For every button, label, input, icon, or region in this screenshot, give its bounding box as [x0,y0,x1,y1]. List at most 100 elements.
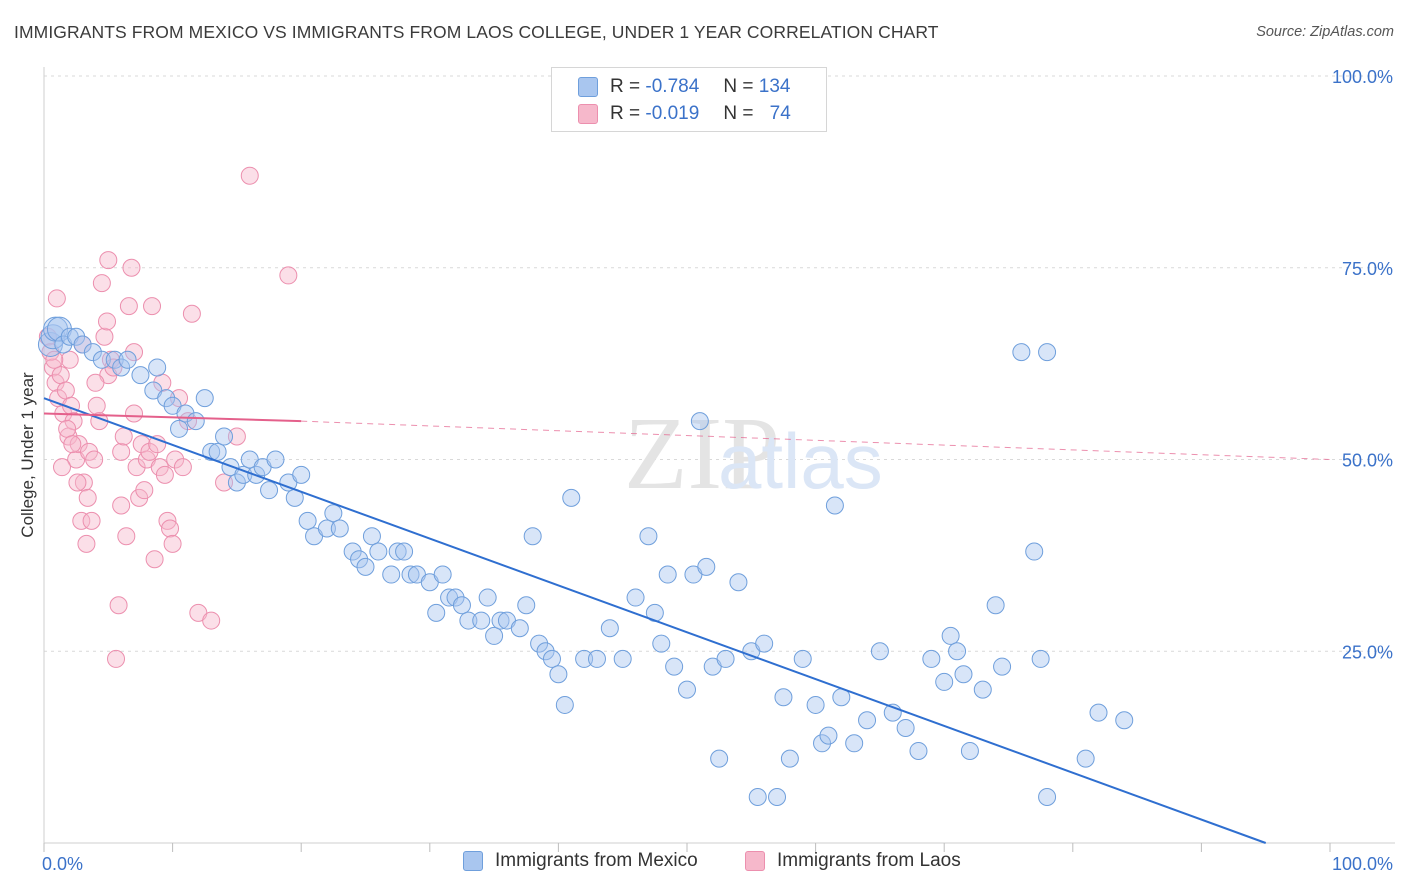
mexico-point [870,642,889,661]
mexico-point [157,389,176,408]
mexico-point [388,542,407,561]
mexico-point [118,350,137,369]
mexico-point [350,550,369,569]
x-tick-label-max: 100.0% [1332,854,1393,874]
bottom-legend-mexico-label: Immigrants from Mexico [495,850,698,871]
y-tick-label: 50.0% [1342,451,1393,471]
legend-swatch-laos [578,104,598,124]
laos-point [161,519,180,538]
mexico-point [485,626,504,645]
mexico-point [298,511,317,530]
mexico-point [1038,343,1057,362]
legend-n-laos: 74 [769,103,791,124]
mexico-point [215,427,234,446]
laos-point [63,435,82,454]
mexico-point [472,611,491,630]
mexico-point [292,465,311,484]
laos-point [170,389,189,408]
laos-point [155,465,174,484]
trend-lines [43,397,1331,844]
source-label: Source: ZipAtlas.com [1256,24,1394,40]
laos-point [215,473,234,492]
mexico-point [83,343,102,362]
laos-point [112,442,131,461]
mexico-point [1038,787,1057,806]
laos-point [95,327,114,346]
laos-point [45,350,64,369]
mexico-point [909,741,928,760]
laos-point [122,258,141,277]
mexico-point [202,442,221,461]
mexico-point [330,519,349,538]
mexico-point [395,542,414,561]
mexico-point [678,680,696,699]
laos-point [64,412,83,431]
mexico-point [186,412,205,431]
mexico-point [266,450,285,469]
mexico-point [954,665,973,684]
mexico-point [793,649,812,668]
laos-point [78,488,97,507]
mexico-point [768,787,787,806]
legend-r-label: R = [610,103,641,124]
mexico-point [896,718,915,737]
mexico-point [729,573,748,592]
gridlines [44,75,1395,652]
laos-point [77,534,96,553]
bottom-swatch-mexico [463,851,483,871]
mexico-point [639,527,658,546]
legend-r-mexico: -0.784 [645,76,700,97]
mexico-point [382,565,401,584]
laos-point [135,481,154,500]
mexico-point [112,358,131,377]
mexico-point [690,412,709,431]
mexico-point [858,711,877,730]
laos-point [60,350,79,369]
laos-point [47,289,66,308]
mexico-point [941,626,960,645]
mexico-point [813,734,832,753]
legend-n-label: N = [723,103,754,124]
mexico-point [755,634,774,653]
laos-point [86,373,105,392]
mexico-point [665,657,684,676]
laos-point [98,312,117,331]
mexico-points [37,316,1134,806]
mexico-point [517,596,536,615]
axes [43,67,1395,852]
laos-point [107,649,126,668]
laos-point [143,297,162,316]
mexico-point [1089,703,1108,722]
mexico-point [549,665,568,684]
mexico-point [343,542,362,561]
laos-point [117,527,136,546]
laos-point [72,511,91,530]
mexico-point [208,442,227,461]
mexico-point [697,557,716,576]
mexico-point [1012,343,1031,362]
laos-point [69,435,88,454]
mexico-point [148,358,167,377]
bottom-legend-laos-label: Immigrants from Laos [777,850,961,871]
legend-r-label: R = [610,76,641,97]
mexico-point [748,787,767,806]
mexico-point [600,619,619,638]
watermark-atlas: atlas [718,417,883,505]
mexico-point [510,619,529,638]
laos-point [58,419,77,438]
laos-point [56,381,75,400]
laos-point [163,534,182,553]
mexico-point [536,642,555,661]
mexico-point [170,419,189,438]
mexico-point [780,749,799,768]
mexico-point [46,316,72,342]
mexico-point [446,588,465,607]
laos-point [44,358,63,377]
legend-row-laos: R = -0.019 N = 74 [578,101,791,127]
mexico-point [960,741,979,760]
mexico-point [1115,711,1134,730]
laos-point [53,458,72,477]
laos-trend-line-solid [43,412,302,423]
mexico-point [986,596,1005,615]
laos-point [227,427,246,446]
